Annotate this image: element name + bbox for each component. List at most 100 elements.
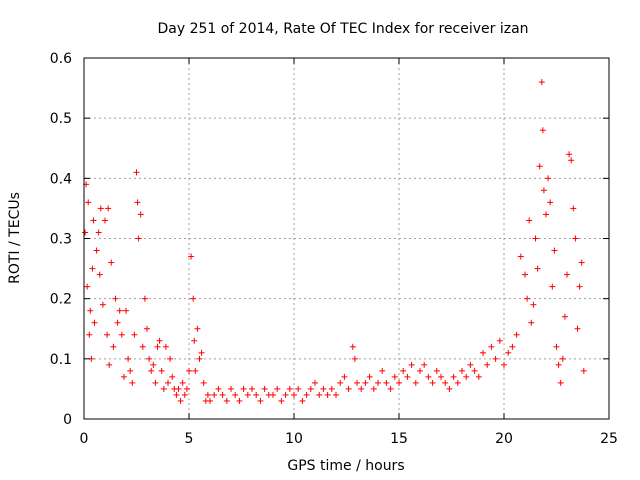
data-point <box>95 229 102 236</box>
data-point <box>312 379 318 386</box>
data-point <box>150 361 157 368</box>
data-point <box>228 385 234 392</box>
data-point <box>196 355 203 362</box>
data-point <box>358 385 365 392</box>
data-point <box>190 295 197 302</box>
data-point <box>492 355 499 362</box>
y-tick-label: 0.3 <box>50 232 72 248</box>
data-point <box>396 379 402 386</box>
data-point <box>379 367 386 374</box>
data-point <box>257 397 264 404</box>
y-tick-label: 0 <box>63 412 72 428</box>
data-point <box>129 379 136 386</box>
y-tick-labels: 0 0.1 0.2 0.3 0.4 0.5 0.6 <box>50 51 72 428</box>
data-point <box>566 151 573 158</box>
data-point <box>450 373 457 380</box>
data-point <box>345 385 352 392</box>
axis-ticks <box>83 57 610 420</box>
data-point <box>412 379 419 386</box>
data-point <box>165 379 171 386</box>
data-point <box>400 367 407 374</box>
data-point <box>236 397 243 404</box>
data-point <box>530 301 537 308</box>
data-point <box>278 397 285 404</box>
data-point <box>438 373 444 380</box>
data-point <box>139 343 146 350</box>
data-point <box>320 385 327 392</box>
x-tick-label: 0 <box>80 431 89 447</box>
data-point <box>102 217 108 224</box>
data-point <box>337 379 344 386</box>
data-point <box>408 361 415 368</box>
data-point <box>513 331 520 338</box>
data-point <box>375 379 381 386</box>
data-point <box>141 295 148 302</box>
data-point <box>484 361 491 368</box>
data-point <box>137 211 144 218</box>
data-point <box>341 373 348 380</box>
data-point <box>156 337 163 344</box>
data-point <box>501 361 507 368</box>
data-point <box>177 397 184 404</box>
data-point <box>86 331 93 338</box>
data-point <box>131 331 138 338</box>
data-point <box>536 163 543 170</box>
data-point <box>526 217 533 224</box>
data-point <box>333 391 339 398</box>
x-tick-labels: 0 5 10 15 20 25 <box>80 431 618 447</box>
data-point <box>223 397 230 404</box>
data-point <box>194 325 201 332</box>
data-point <box>553 343 560 350</box>
data-point <box>110 343 117 350</box>
data-point <box>387 385 394 392</box>
data-point <box>186 367 192 374</box>
data-point <box>295 385 302 392</box>
chart-title: Day 251 of 2014, Rate Of TEC Index for r… <box>157 21 528 37</box>
data-point <box>96 271 103 278</box>
data-point <box>549 283 556 290</box>
data-point <box>370 385 377 392</box>
data-point <box>173 391 180 398</box>
data-point <box>198 349 205 356</box>
data-point <box>97 205 104 212</box>
data-point <box>354 379 360 386</box>
data-point <box>539 127 546 134</box>
data-point <box>351 355 358 362</box>
data-point <box>160 385 167 392</box>
data-point <box>118 331 125 338</box>
data-point <box>167 355 174 362</box>
data-point <box>105 205 112 212</box>
data-point <box>547 199 554 206</box>
data-point <box>471 367 478 374</box>
data-point <box>112 295 119 302</box>
data-point <box>303 391 310 398</box>
data-point <box>446 385 453 392</box>
data-point <box>534 265 541 272</box>
data-point <box>108 259 115 266</box>
data-point <box>87 307 94 314</box>
data-point <box>564 271 570 278</box>
data-point <box>538 79 545 86</box>
data-point <box>505 349 512 356</box>
data-point <box>125 355 132 362</box>
data-point <box>91 319 98 326</box>
data-point <box>467 361 474 368</box>
data-point <box>383 379 390 386</box>
data-point <box>299 397 306 404</box>
data-point <box>404 373 411 380</box>
data-point <box>85 199 92 206</box>
data-point <box>328 385 335 392</box>
data-point <box>568 157 575 164</box>
data-point <box>433 367 440 374</box>
data-point <box>181 391 188 398</box>
data-point <box>146 355 153 362</box>
data-point <box>555 361 562 368</box>
data-point <box>528 319 535 326</box>
data-point <box>90 217 97 224</box>
data-point <box>488 343 495 350</box>
data-point <box>349 343 356 350</box>
x-tick-label: 10 <box>285 431 303 447</box>
y-tick-label: 0.1 <box>50 352 72 368</box>
data-point <box>580 367 587 374</box>
data-point <box>532 235 539 242</box>
